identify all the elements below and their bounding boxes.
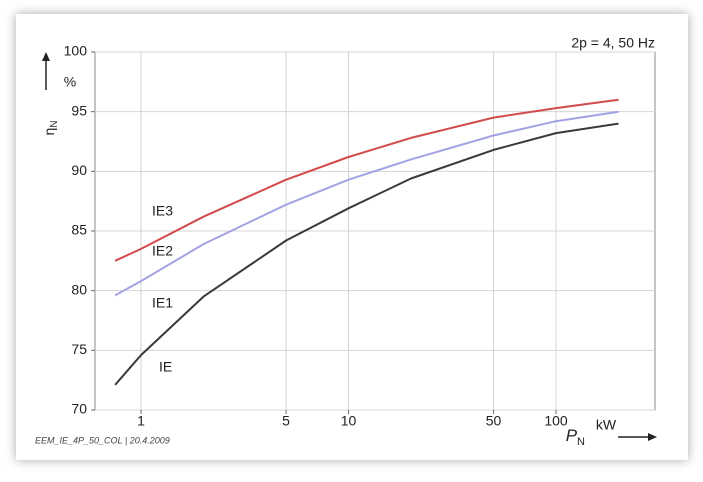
y-unit: % bbox=[64, 74, 76, 90]
curve-label: IE1 bbox=[152, 295, 173, 311]
x-arrow-head bbox=[648, 433, 657, 441]
curve bbox=[114, 98, 619, 262]
curve bbox=[114, 110, 619, 297]
y-tick-label: 95 bbox=[71, 102, 87, 118]
y-tick-label: 75 bbox=[71, 341, 87, 357]
y-tick-label: 100 bbox=[64, 43, 88, 59]
curve-label: IE2 bbox=[152, 243, 173, 259]
x-tick-label: 50 bbox=[486, 413, 502, 429]
annotation: IE bbox=[159, 359, 172, 375]
y-arrow-head bbox=[42, 52, 50, 61]
curve-label: IE3 bbox=[152, 203, 173, 219]
y-tick-label: 85 bbox=[71, 222, 87, 238]
x-label-sub: N bbox=[577, 436, 585, 448]
chart-card bbox=[16, 14, 688, 460]
y-label-sub: N bbox=[49, 120, 60, 127]
x-unit: kW bbox=[596, 417, 617, 433]
chart-title: 2p = 4, 50 Hz bbox=[571, 35, 655, 51]
y-label-symbol: η bbox=[41, 128, 57, 136]
y-label: ηN bbox=[41, 120, 60, 135]
y-tick-label: 90 bbox=[71, 162, 87, 178]
y-tick-label: 80 bbox=[71, 281, 87, 297]
x-tick-label: 100 bbox=[544, 413, 568, 429]
x-tick-label: 10 bbox=[341, 413, 357, 429]
footnote: EEM_IE_4P_50_COL | 20.4.2009 bbox=[35, 435, 170, 445]
x-tick-label: 1 bbox=[137, 413, 145, 429]
y-tick-label: 70 bbox=[71, 401, 87, 417]
x-label: PN bbox=[566, 426, 585, 447]
x-tick-label: 5 bbox=[282, 413, 290, 429]
curve bbox=[114, 122, 619, 386]
x-label-symbol: P bbox=[566, 426, 578, 445]
